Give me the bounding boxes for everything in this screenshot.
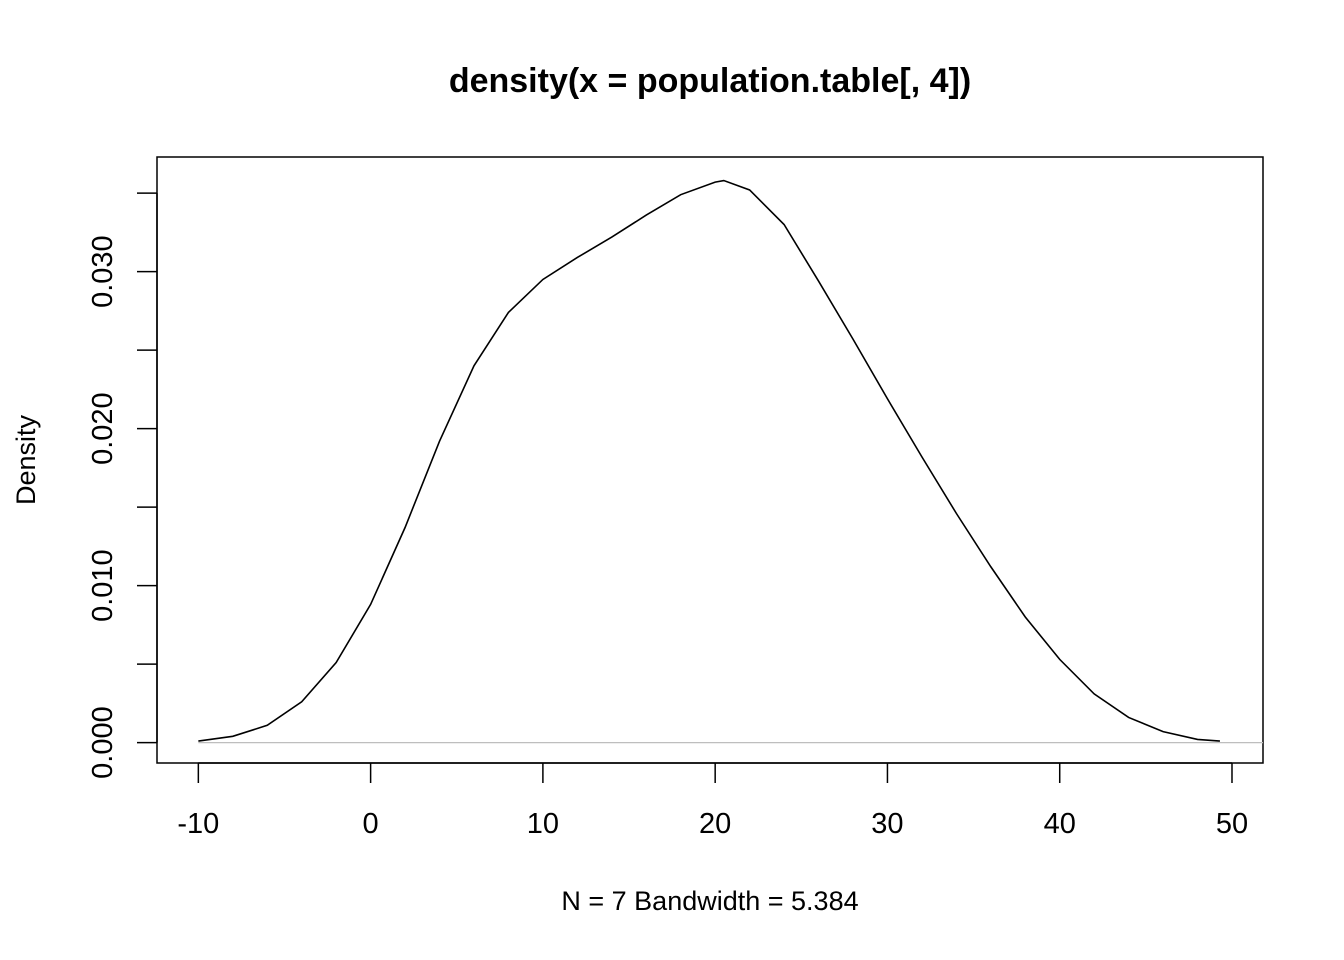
density-curve xyxy=(198,179,1220,742)
x-tick-label: 40 xyxy=(1044,808,1076,840)
y-axis-title: Density xyxy=(11,414,41,505)
plot-frame xyxy=(156,156,1264,764)
y-tick-label: 0.030 xyxy=(87,235,119,308)
y-tick-label: 0.000 xyxy=(87,706,119,779)
y-tick-label: 0.020 xyxy=(87,392,119,465)
y-axis: 0.000 0.010 0.020 0.030 xyxy=(87,192,158,779)
x-tick-label: 50 xyxy=(1216,808,1248,840)
x-tick-label: 0 xyxy=(363,808,379,840)
x-tick-label: 10 xyxy=(527,808,559,840)
x-tick-label: -10 xyxy=(177,808,219,840)
x-axis: -10 0 10 20 30 40 50 xyxy=(177,762,1248,840)
chart-title: density(x = population.table[, 4]) xyxy=(449,62,971,100)
x-tick-label: 20 xyxy=(699,808,731,840)
x-tick-label: 30 xyxy=(871,808,903,840)
y-tick-label: 0.010 xyxy=(87,549,119,622)
x-axis-title: N = 7 Bandwidth = 5.384 xyxy=(561,886,858,916)
